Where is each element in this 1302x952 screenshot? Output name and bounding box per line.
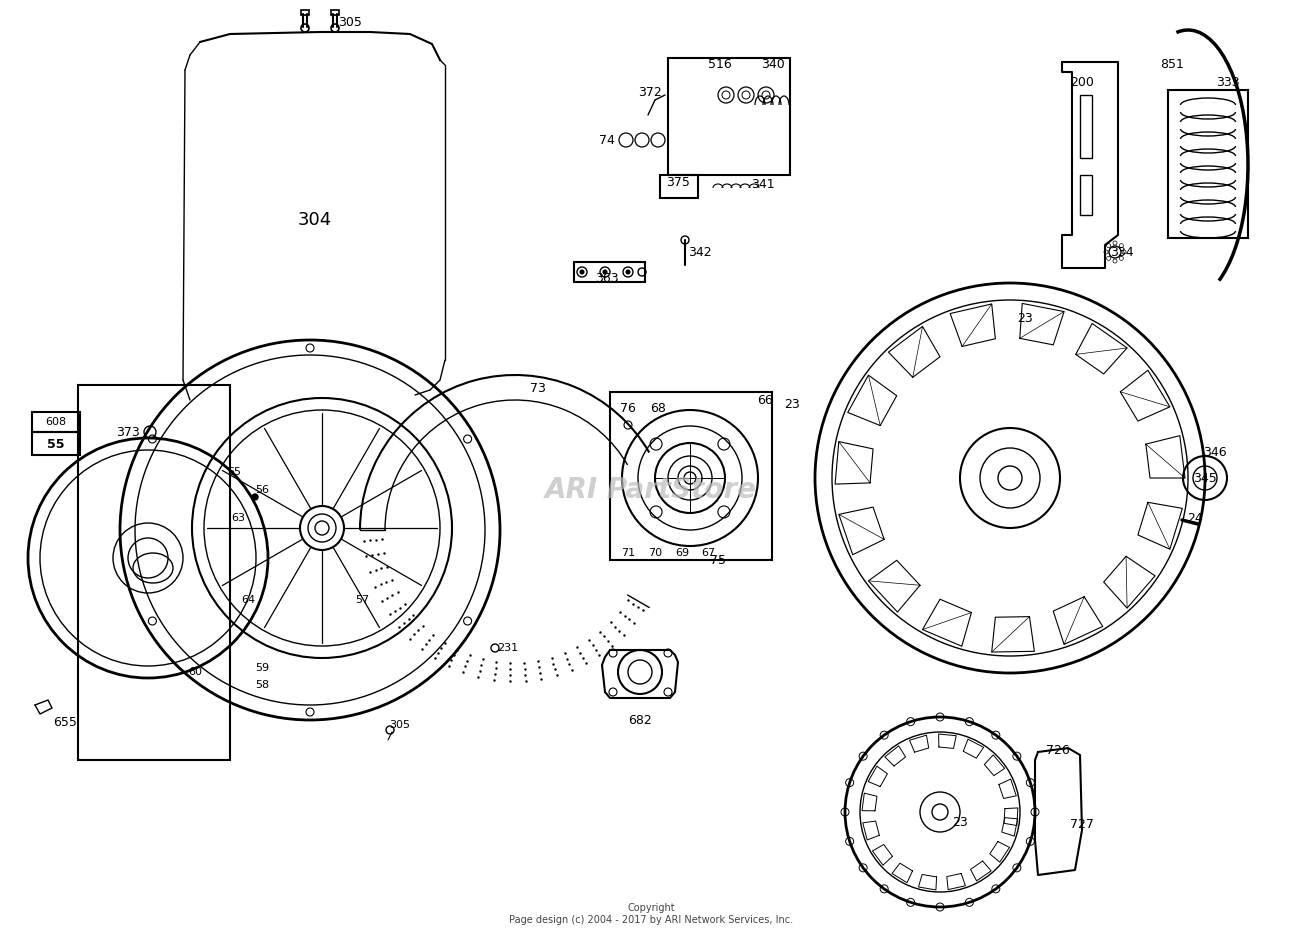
Text: 372: 372 (638, 87, 661, 100)
Text: 58: 58 (255, 680, 270, 690)
Text: 76: 76 (620, 402, 635, 414)
Bar (611, 392, 772, 560)
Text: 305: 305 (389, 720, 410, 730)
Circle shape (579, 270, 585, 274)
Text: 727: 727 (1070, 819, 1094, 831)
Text: 70: 70 (648, 548, 661, 558)
Text: 346: 346 (1203, 446, 1226, 459)
Bar (33, 432, 79, 455)
Bar (574, 262, 644, 282)
Text: 68: 68 (650, 402, 665, 414)
Text: 334: 334 (1111, 246, 1134, 259)
Text: 71: 71 (621, 548, 635, 558)
Text: 60: 60 (187, 667, 202, 677)
Text: 608: 608 (46, 417, 66, 427)
Text: 73: 73 (530, 382, 546, 394)
Text: 851: 851 (1160, 58, 1184, 71)
Text: 375: 375 (667, 176, 690, 189)
Text: 682: 682 (628, 713, 652, 726)
Bar (331, 10, 339, 15)
Text: 66: 66 (758, 393, 773, 407)
Text: 655: 655 (53, 716, 77, 728)
Text: 726: 726 (1046, 744, 1070, 757)
Text: 57: 57 (355, 595, 368, 605)
Text: 64: 64 (241, 595, 255, 605)
Text: 305: 305 (339, 15, 362, 29)
Text: 231: 231 (497, 643, 518, 653)
Text: 373: 373 (116, 426, 139, 439)
Bar (1079, 175, 1092, 215)
Text: 65: 65 (227, 467, 241, 477)
Text: 74: 74 (599, 133, 615, 147)
Bar (78, 385, 230, 760)
Text: 56: 56 (255, 485, 270, 495)
Text: 516: 516 (708, 58, 732, 71)
Text: 23: 23 (1017, 311, 1032, 325)
Bar (33, 412, 79, 432)
Text: ARI PartStore: ARI PartStore (546, 476, 756, 504)
Text: 333: 333 (1216, 75, 1240, 89)
Text: 59: 59 (255, 663, 270, 673)
Text: 55: 55 (47, 438, 65, 450)
Text: 23: 23 (784, 399, 799, 411)
Text: 63: 63 (230, 513, 245, 523)
Text: 304: 304 (298, 211, 332, 229)
Circle shape (301, 24, 309, 32)
Text: Copyright: Copyright (628, 903, 674, 913)
Text: 363: 363 (595, 271, 618, 285)
Text: 75: 75 (710, 553, 727, 566)
Bar (660, 175, 698, 198)
Text: 69: 69 (674, 548, 689, 558)
Text: 200: 200 (1070, 75, 1094, 89)
Text: 340: 340 (762, 58, 785, 71)
Text: 345: 345 (1193, 471, 1217, 485)
Text: Page design (c) 2004 - 2017 by ARI Network Services, Inc.: Page design (c) 2004 - 2017 by ARI Netwo… (509, 915, 793, 925)
Circle shape (331, 24, 339, 32)
Text: 342: 342 (689, 246, 712, 259)
Circle shape (603, 270, 607, 274)
Circle shape (253, 494, 258, 500)
Text: 23: 23 (952, 816, 967, 828)
Bar (1168, 90, 1249, 238)
Text: 24: 24 (1187, 511, 1203, 525)
Bar (668, 58, 790, 175)
Text: 67: 67 (700, 548, 715, 558)
Text: 341: 341 (751, 179, 775, 191)
Bar (1079, 95, 1092, 158)
Circle shape (626, 270, 630, 274)
Bar (301, 10, 309, 15)
